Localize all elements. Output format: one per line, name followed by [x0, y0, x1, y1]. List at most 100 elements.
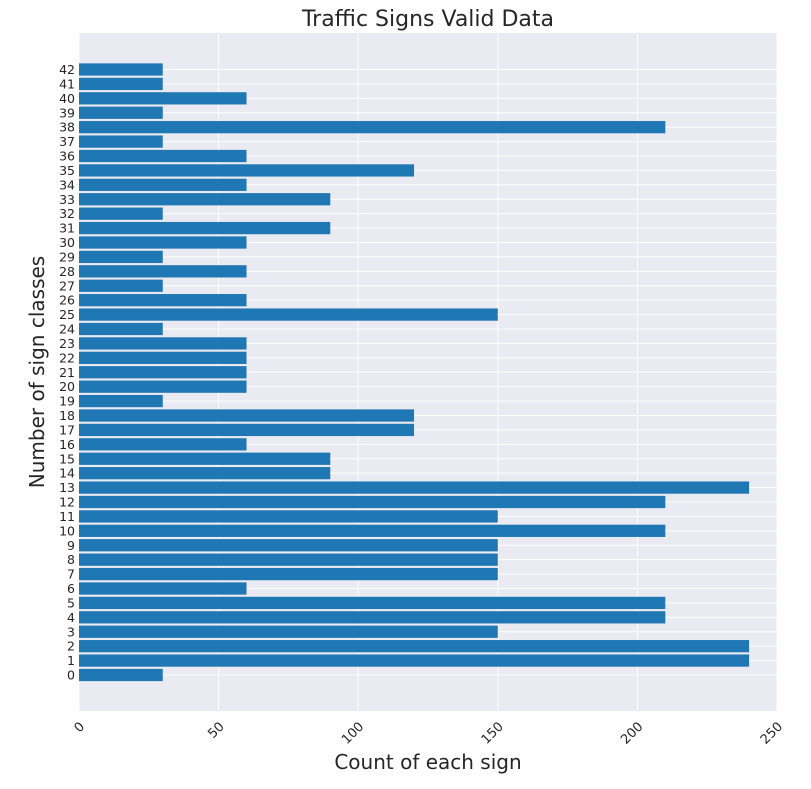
- bar-class-38: [79, 121, 666, 134]
- x-tick-label: 150: [479, 719, 507, 747]
- y-tick-label: 34: [59, 177, 75, 192]
- bar-class-40: [79, 92, 247, 105]
- y-tick-label: 30: [59, 235, 75, 250]
- y-tick-label: 9: [67, 538, 75, 553]
- y-tick-label: 32: [59, 206, 75, 221]
- bar-class-11: [79, 510, 498, 523]
- x-axis-label: Count of each sign: [334, 750, 521, 774]
- y-tick-label: 0: [67, 668, 75, 683]
- bar-class-24: [79, 322, 163, 336]
- y-tick-label: 15: [59, 451, 75, 466]
- y-tick-label: 22: [59, 350, 75, 365]
- bar-class-23: [79, 337, 247, 350]
- y-tick-label: 31: [59, 221, 75, 236]
- bar-class-21: [79, 366, 247, 379]
- bar-class-28: [79, 265, 247, 278]
- y-tick-label: 16: [59, 437, 75, 452]
- bar-class-31: [79, 221, 331, 235]
- bar-class-12: [79, 495, 666, 509]
- y-tick-label: 27: [59, 278, 75, 293]
- y-tick-label: 39: [59, 105, 75, 120]
- y-tick-label: 21: [59, 365, 75, 380]
- bar-class-17: [79, 423, 415, 437]
- y-axis-label: Number of sign classes: [25, 256, 49, 488]
- bar-class-3: [79, 625, 498, 638]
- bar-class-26: [79, 294, 247, 307]
- chart-title: Traffic Signs Valid Data: [301, 7, 554, 32]
- bar-class-7: [79, 567, 498, 581]
- bar-class-1: [79, 654, 750, 667]
- y-tick-label: 24: [59, 322, 75, 337]
- bar-class-39: [79, 106, 163, 119]
- bar-class-37: [79, 135, 163, 148]
- y-tick-label: 3: [67, 624, 75, 639]
- y-tick-label: 18: [59, 408, 75, 423]
- bar-class-6: [79, 582, 247, 595]
- x-tick-labels: 0 50 100 150 200 250: [72, 719, 786, 747]
- bar-class-15: [79, 452, 331, 465]
- x-tick-label: 100: [339, 719, 367, 747]
- bar-class-5: [79, 596, 666, 610]
- x-tick-label: 200: [618, 719, 646, 747]
- y-tick-label: 23: [59, 336, 75, 351]
- y-tick-label: 37: [59, 134, 75, 149]
- bar-class-18: [79, 409, 415, 422]
- y-tick-label: 20: [59, 379, 75, 394]
- bar-class-20: [79, 380, 247, 393]
- bar-class-42: [79, 63, 163, 76]
- y-tick-label: 1: [67, 653, 75, 668]
- bar-class-10: [79, 524, 666, 537]
- y-tick-label: 7: [67, 567, 75, 582]
- y-tick-label: 42: [59, 62, 75, 77]
- y-tick-label: 13: [59, 480, 75, 495]
- bar-class-0: [79, 668, 163, 682]
- y-tick-label: 4: [67, 610, 75, 625]
- bar-class-29: [79, 250, 163, 264]
- y-tick-label: 6: [67, 581, 75, 596]
- y-tick-label: 8: [67, 552, 75, 567]
- bar-class-9: [79, 539, 498, 552]
- bar-class-32: [79, 207, 163, 220]
- y-tick-label: 5: [67, 595, 75, 610]
- bar-class-33: [79, 193, 331, 206]
- bar-class-19: [79, 394, 163, 408]
- bar-class-2: [79, 640, 750, 653]
- bar-class-4: [79, 611, 666, 624]
- bar-class-35: [79, 164, 415, 177]
- bar-class-27: [79, 279, 163, 292]
- y-tick-label: 33: [59, 192, 75, 207]
- bar-class-41: [79, 77, 163, 91]
- bar-class-30: [79, 236, 247, 249]
- y-tick-label: 36: [59, 149, 75, 164]
- y-tick-label: 41: [59, 76, 75, 91]
- y-tick-label: 2: [67, 639, 75, 654]
- y-tick-label: 28: [59, 264, 75, 279]
- x-tick-label: 0: [72, 719, 88, 735]
- y-tick-label: 19: [59, 394, 75, 409]
- y-tick-label: 17: [59, 422, 75, 437]
- y-tick-label: 35: [59, 163, 75, 178]
- y-tick-label: 26: [59, 293, 75, 308]
- y-tick-label: 38: [59, 120, 75, 135]
- y-tick-label: 11: [59, 509, 75, 524]
- bar-class-36: [79, 149, 247, 163]
- y-tick-label: 12: [59, 495, 75, 510]
- y-tick-label: 25: [59, 307, 75, 322]
- bar-class-25: [79, 308, 498, 321]
- y-tick-labels: 0123456789101112131415161718192021222324…: [59, 62, 75, 683]
- bars: [79, 63, 750, 682]
- bar-class-8: [79, 553, 498, 566]
- bar-class-22: [79, 351, 247, 364]
- bar-class-14: [79, 467, 331, 480]
- bar-class-13: [79, 481, 750, 494]
- x-tick-label: 250: [758, 719, 786, 747]
- y-tick-label: 10: [59, 523, 75, 538]
- y-tick-label: 29: [59, 249, 75, 264]
- bar-class-16: [79, 438, 247, 451]
- y-tick-label: 40: [59, 91, 75, 106]
- x-tick-label: 50: [205, 719, 227, 741]
- y-tick-label: 14: [59, 466, 75, 481]
- bar-class-34: [79, 178, 247, 191]
